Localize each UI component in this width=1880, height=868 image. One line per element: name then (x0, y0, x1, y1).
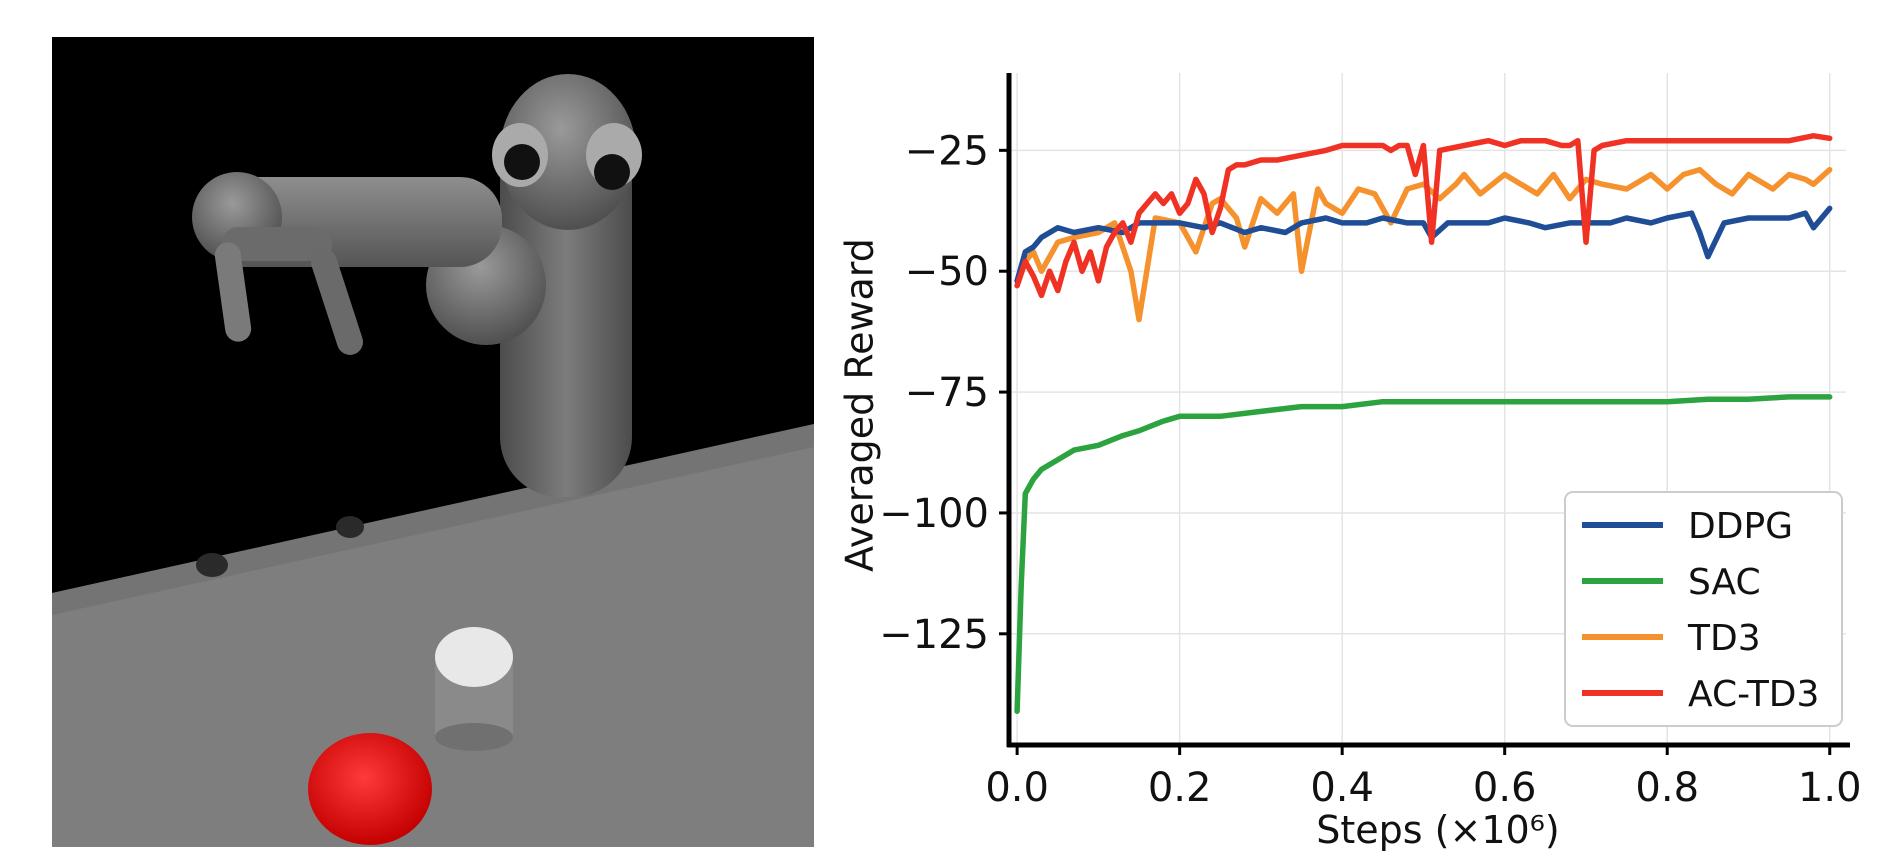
series-line-td3 (1014, 166, 1833, 323)
x-tick-label: 0.2 (1148, 765, 1212, 811)
robot-scene-image (52, 37, 814, 847)
y-axis-label: Averaged Reward (838, 238, 882, 572)
series-line-sac (1014, 394, 1833, 714)
x-tick-label: 0.4 (1310, 765, 1374, 811)
legend-label-td3: TD3 (1687, 618, 1761, 659)
series-layer (1014, 133, 1833, 714)
legend-box (1564, 491, 1843, 727)
y-tick-label: −25 (905, 128, 989, 174)
x-tick-label: 0.0 (985, 765, 1049, 811)
legend: DDPG SAC TD3 AC-TD3 (1564, 491, 1843, 727)
legend-label-ddpg: DDPG (1688, 506, 1793, 547)
y-tick-label: −100 (879, 491, 989, 537)
legend-label-sac: SAC (1688, 562, 1761, 603)
x-tick-label: 0.8 (1635, 765, 1699, 811)
x-tick-label: 0.6 (1473, 765, 1537, 811)
legend-label-ac-td3: AC-TD3 (1688, 674, 1819, 715)
series-line-ddpg (1014, 205, 1833, 284)
x-tick-label: 1.0 (1798, 765, 1862, 811)
x-axis-label: Steps (×10⁶) (1316, 808, 1559, 852)
y-tick-label: −125 (879, 612, 989, 658)
series-line-ac-td3 (1014, 133, 1833, 299)
y-tick-label: −75 (905, 370, 989, 416)
tick-layer: 0.0 0.2 0.4 0.6 0.8 1.0 −25 −50 −75 −100 −125 (879, 128, 1861, 811)
y-tick-label: −50 (905, 249, 989, 295)
